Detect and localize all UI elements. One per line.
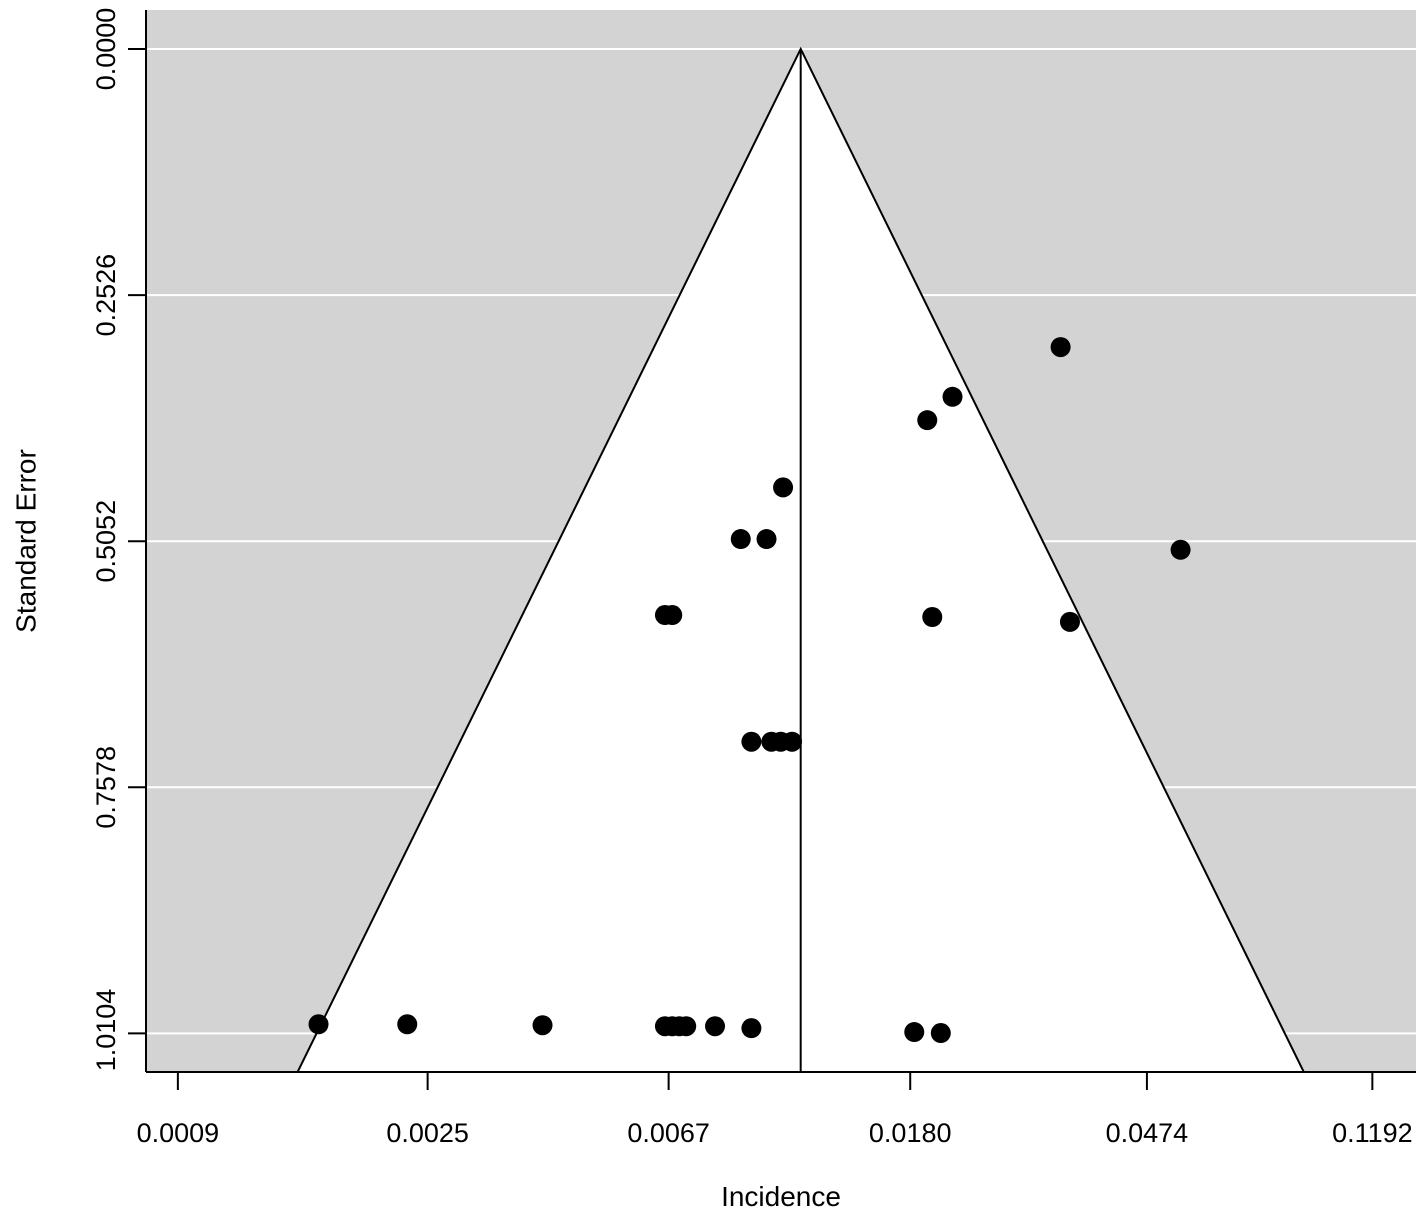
data-point-9 <box>662 605 683 626</box>
x-tick-label-4: 0.0474 <box>1106 1118 1189 1148</box>
data-point-12 <box>741 731 762 752</box>
data-point-4 <box>773 477 794 498</box>
data-point-25 <box>904 1022 925 1043</box>
x-tick-label-1: 0.0025 <box>386 1118 469 1148</box>
x-axis-ticks: 0.0009 0.0025 0.0067 0.0180 0.0474 0.1192 <box>137 1072 1413 1148</box>
x-tick-label-2: 0.0067 <box>627 1118 710 1148</box>
data-point-24 <box>741 1018 762 1039</box>
data-point-6 <box>756 529 777 550</box>
data-point-16 <box>308 1014 329 1035</box>
x-axis-title: Incidence <box>721 1181 841 1212</box>
x-tick-label-5: 0.1192 <box>1332 1118 1413 1148</box>
data-point-11 <box>1059 611 1080 632</box>
data-point-10 <box>922 606 943 627</box>
y-tick-label-0: 0.0000 <box>91 8 121 91</box>
data-point-18 <box>532 1015 553 1036</box>
y-axis-ticks: 0.0000 0.2526 0.5052 0.7578 1.0104 <box>91 8 146 1072</box>
y-tick-label-4: 1.0104 <box>91 989 121 1072</box>
y-axis-title: Standard Error <box>10 449 41 633</box>
data-point-2 <box>942 386 963 407</box>
y-tick-label-2: 0.5052 <box>91 500 121 583</box>
data-point-1 <box>1050 337 1071 358</box>
data-point-17 <box>397 1014 418 1035</box>
x-tick-label-3: 0.0180 <box>869 1118 952 1148</box>
data-point-7 <box>1170 539 1191 560</box>
data-point-5 <box>730 529 751 550</box>
y-tick-label-1: 0.2526 <box>91 254 121 337</box>
data-points <box>308 337 1191 1044</box>
data-point-23 <box>705 1016 726 1037</box>
data-point-22 <box>676 1016 697 1037</box>
x-tick-label-0: 0.0009 <box>137 1118 220 1148</box>
data-point-15 <box>782 731 803 752</box>
y-tick-label-3: 0.7578 <box>91 746 121 829</box>
data-point-3 <box>917 410 938 431</box>
data-point-26 <box>930 1023 951 1044</box>
